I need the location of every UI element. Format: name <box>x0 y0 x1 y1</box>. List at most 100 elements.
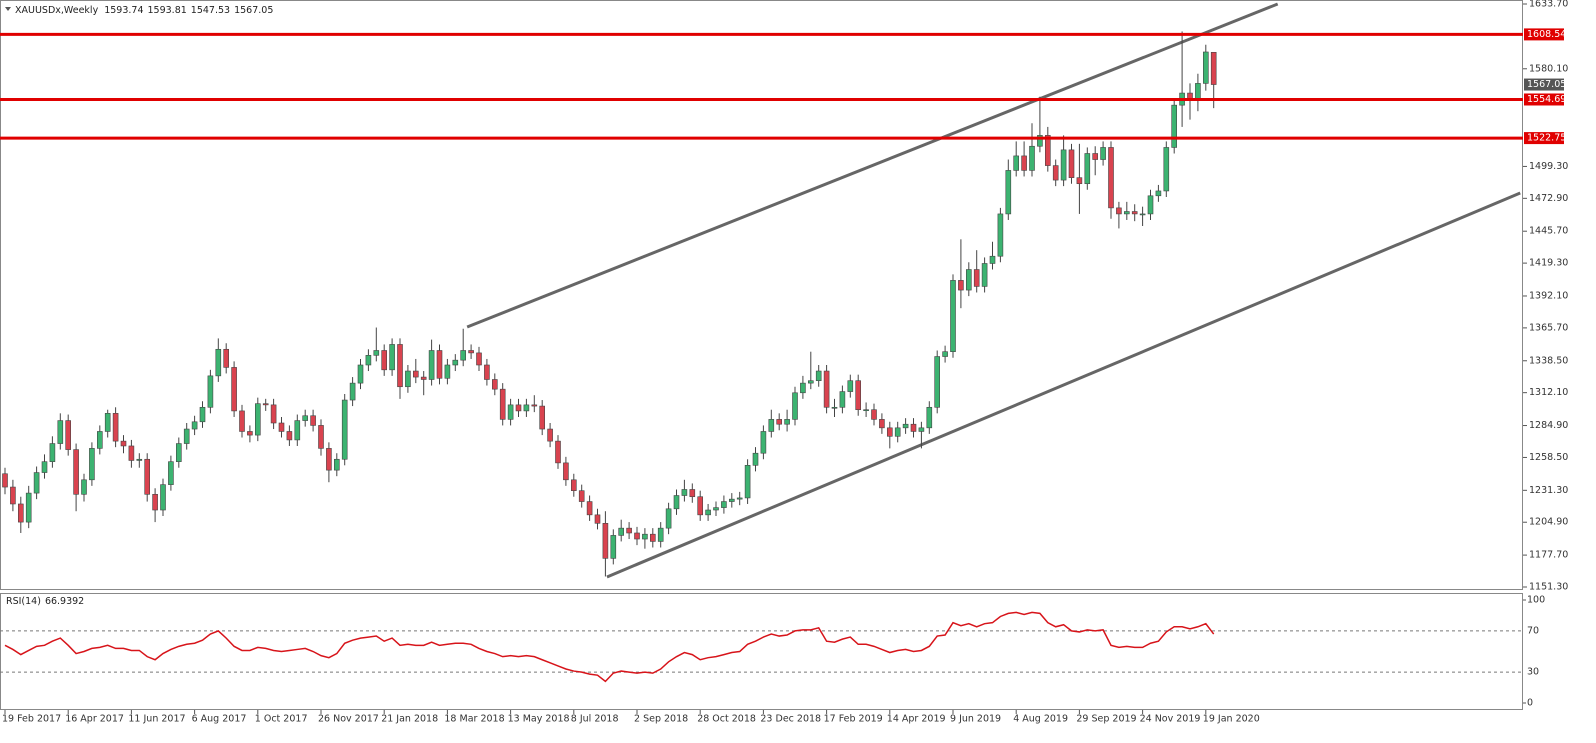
menu-arrow[interactable] <box>5 7 11 11</box>
candle-body <box>128 445 135 461</box>
candle-body <box>476 352 482 366</box>
candle-body <box>665 508 672 529</box>
y-tick-label: 1580.10 <box>1529 63 1568 74</box>
candle-body <box>310 415 316 426</box>
candle-body <box>792 392 798 420</box>
candle-body <box>405 370 411 388</box>
candle-body <box>1037 135 1043 147</box>
candle-body <box>247 431 253 436</box>
y-tick-label: 1258.50 <box>1529 452 1568 463</box>
candle-body <box>1092 153 1098 160</box>
x-tick-label: 14 Apr 2019 <box>887 714 946 725</box>
candle-body <box>926 406 933 429</box>
y-tick-label: 1633.70 <box>1529 0 1568 10</box>
last-price-bg <box>1524 78 1564 91</box>
x-tick-label: 19 Feb 2017 <box>2 714 61 725</box>
candle-body <box>784 419 790 425</box>
candle-body <box>215 348 222 377</box>
candle-body <box>871 409 877 420</box>
candle-body <box>191 421 198 430</box>
x-tick-label: 23 Dec 2018 <box>760 714 821 725</box>
symbol: XAUUSDx,Weekly <box>15 5 99 16</box>
candle-body <box>594 514 601 524</box>
candle-body <box>1147 195 1154 215</box>
candle-body <box>634 532 640 540</box>
last-price-label: 1567.05 <box>1527 79 1566 90</box>
rsi-tick-label: 0 <box>1527 698 1533 709</box>
level-label: 1554.69 <box>1527 94 1566 105</box>
candle-body <box>902 423 909 429</box>
candle-body <box>231 367 237 412</box>
candle-body <box>302 415 309 421</box>
candle-body <box>689 489 696 498</box>
open: 1593.74 <box>104 5 143 16</box>
rsi-header: RSI(14) 66.9392 <box>6 596 84 607</box>
candle-body <box>1021 155 1027 171</box>
candle-body <box>1052 165 1059 181</box>
candle-body <box>610 535 617 559</box>
candle-body <box>752 452 759 466</box>
x-tick-label: 21 Jan 2018 <box>381 714 438 725</box>
candle-body <box>1163 147 1170 192</box>
candle-body <box>673 495 680 510</box>
candle-body <box>879 419 885 429</box>
level-label: 1522.75 <box>1527 133 1566 144</box>
candle-body <box>1195 83 1201 100</box>
candle-body <box>436 350 443 379</box>
candle-body <box>278 422 285 432</box>
candle-body <box>10 486 16 505</box>
rsi-panel <box>0 593 1523 710</box>
candle-body <box>1171 104 1177 148</box>
x-tick-label: 13 May 2018 <box>508 714 570 725</box>
candle-body <box>649 533 656 542</box>
candle-body <box>294 420 301 441</box>
close: 1567.05 <box>234 5 273 16</box>
candle-body <box>950 280 956 352</box>
candle-body <box>863 409 869 412</box>
candle-body <box>768 419 775 432</box>
x-tick-label: 28 Oct 2018 <box>697 714 756 725</box>
candle-body <box>239 410 245 432</box>
candle-body <box>578 490 585 502</box>
level-label-bg <box>1524 132 1564 145</box>
candle-body <box>452 359 459 366</box>
candle-body <box>1005 170 1012 215</box>
candle-body <box>33 472 40 494</box>
x-tick-label: 11 Jun 2017 <box>128 714 185 725</box>
candle-body <box>800 382 806 394</box>
candle-body <box>381 350 388 371</box>
y-tick-label: 1231.30 <box>1529 485 1568 496</box>
candle-body <box>618 527 625 536</box>
candle-body <box>49 443 56 462</box>
candle-body <box>41 461 48 473</box>
candle-body <box>286 431 293 441</box>
candle-body <box>934 356 941 408</box>
y-tick-label: 1151.30 <box>1529 582 1568 593</box>
price-panel <box>0 0 1523 590</box>
candle-body <box>57 420 64 444</box>
candle-body <box>942 351 948 357</box>
candle-body <box>1139 213 1146 216</box>
candle-body <box>728 498 735 502</box>
y-tick-label: 1392.10 <box>1529 290 1568 301</box>
candle-body <box>910 423 917 432</box>
candle-body <box>120 440 127 447</box>
x-tick-label: 24 Nov 2019 <box>1140 714 1201 725</box>
candle-body <box>255 403 261 436</box>
candle-body <box>981 263 988 287</box>
candle-body <box>839 391 846 408</box>
candle-body <box>365 355 372 366</box>
candle-body <box>176 443 182 462</box>
candle-body <box>657 527 664 542</box>
x-tick-label: 2 Sep 2018 <box>634 714 688 725</box>
candle-body <box>112 413 119 442</box>
y-tick-label: 1365.70 <box>1529 322 1568 333</box>
candle-body <box>81 479 87 495</box>
rsi-line <box>4 611 1215 683</box>
candle-body <box>17 503 24 523</box>
candle-body <box>958 280 964 291</box>
candle-body <box>1155 190 1162 197</box>
y-tick-label: 1284.90 <box>1529 420 1568 431</box>
rsi-tick-label: 70 <box>1527 625 1539 636</box>
candle-body <box>136 458 143 461</box>
